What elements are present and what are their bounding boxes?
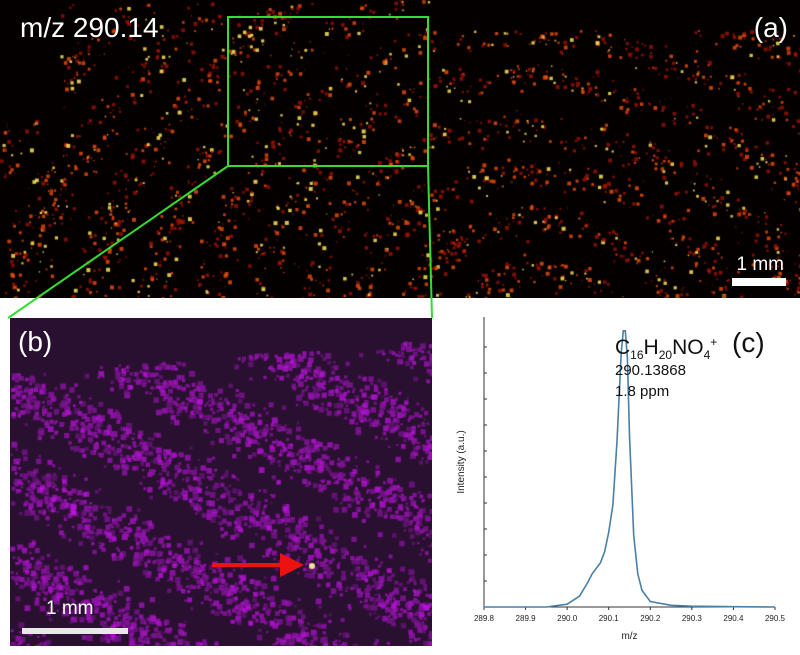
scale-bar-b [22, 628, 128, 634]
peak-mass: 290.13868 [615, 362, 686, 379]
panel-label-a: (a) [753, 12, 788, 43]
scale-bar-label-b: 1 mm [46, 598, 94, 619]
ion-image-panel-a: m/z 290.14 (a) 1 mm [0, 0, 800, 298]
panel-label-c: (c) [732, 327, 765, 358]
ion-image-heatmap [0, 0, 800, 298]
spectrum-series-line [484, 330, 776, 608]
formula-count-c: 16 [630, 348, 644, 363]
panel-label-b: (b) [18, 326, 53, 357]
zoom-image-panel-b: (b) 1 mm [10, 318, 432, 646]
x-tick-label: 290.4 [723, 614, 744, 623]
formula-count-o: 4 [703, 348, 711, 363]
x-tick-label: 290.3 [682, 614, 703, 623]
x-tick-label: 290.2 [640, 614, 661, 623]
formula-element-c: C [615, 336, 631, 359]
formula-element-no: NO [672, 336, 704, 359]
y-axis [483, 317, 487, 608]
formula-count-h: 20 [658, 348, 673, 363]
peak-mass-error: 1.8 ppm [615, 383, 670, 400]
x-tick-label: 290.0 [557, 614, 578, 623]
x-tick-label: 290.1 [599, 614, 620, 623]
x-tick-label: 290.5 [765, 614, 786, 623]
x-axis: 289.8 289.9 290.0 290.1 290.2 290.3 290.4 290.5 [474, 606, 786, 623]
x-axis-label: m/z [621, 631, 637, 642]
spectrum-chart: 289.8 289.9 290.0 290.1 290.2 290.3 290.4 290.5… [456, 317, 786, 642]
x-tick-label: 289.9 [516, 614, 537, 623]
scale-bar-a [732, 278, 786, 286]
mass-spectrum-panel-c: 289.8 289.9 290.0 290.1 290.2 290.3 290.4 290.5… [440, 305, 800, 650]
scale-bar-label-a: 1 mm [736, 254, 785, 275]
formula-element-h: H [643, 336, 659, 359]
x-tick-label: 289.8 [474, 614, 495, 623]
zoom-image-overlay [10, 318, 432, 646]
formula-charge: + [710, 335, 718, 349]
mz-title: m/z 290.14 [20, 12, 159, 43]
peak-formula: C16H20NO4+ [615, 335, 717, 362]
y-axis-label: Intensity (a.u.) [456, 430, 467, 493]
